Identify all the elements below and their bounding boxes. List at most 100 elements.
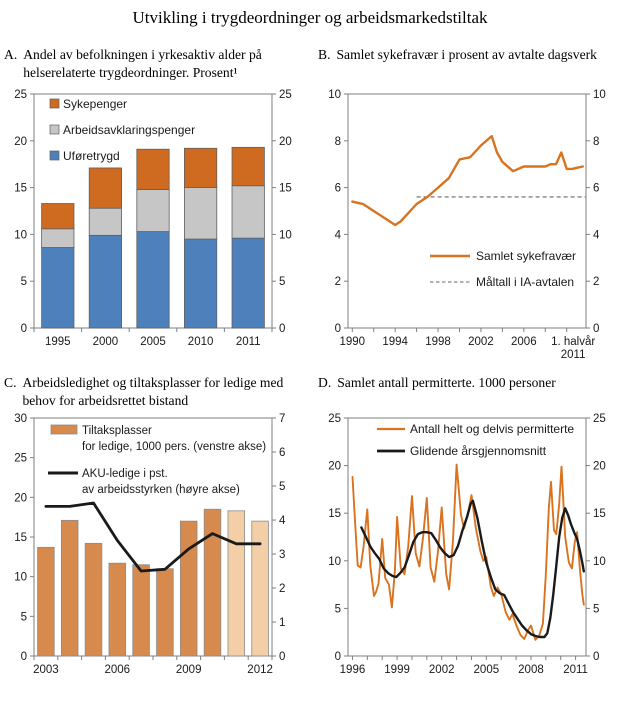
svg-text:2002: 2002: [468, 336, 494, 348]
svg-text:10: 10: [279, 229, 292, 241]
svg-text:2008: 2008: [518, 664, 544, 676]
svg-text:7: 7: [279, 413, 285, 425]
svg-text:10: 10: [593, 89, 606, 101]
panel-b-title-text: Samlet sykefravær i prosent av avtalte d…: [336, 47, 597, 62]
svg-text:20: 20: [14, 136, 27, 148]
svg-text:25: 25: [14, 89, 27, 101]
svg-text:4: 4: [335, 229, 342, 241]
svg-text:0: 0: [21, 651, 27, 663]
svg-text:Uføretrygd: Uføretrygd: [63, 149, 120, 163]
svg-text:0: 0: [21, 323, 27, 335]
svg-text:Sykepenger: Sykepenger: [63, 97, 127, 111]
svg-text:1996: 1996: [340, 664, 366, 676]
svg-text:25: 25: [593, 413, 606, 425]
svg-text:10: 10: [328, 556, 341, 568]
svg-text:1: 1: [279, 617, 285, 629]
svg-text:5: 5: [21, 611, 27, 623]
legend: Sykepenger Arbeidsavklaringspenger Uføretr…: [49, 97, 195, 163]
panel-d-chart: 0 5 10 15 20 25 0 5 10 15 20 25 1996 1999 2002 2005 2008…: [328, 413, 606, 676]
svg-text:25: 25: [14, 453, 27, 465]
svg-text:for ledige, 1000 pers. (venstr: for ledige, 1000 pers. (venstre akse): [82, 441, 266, 453]
svg-text:5: 5: [279, 276, 285, 288]
svg-text:AKU-ledige i pst.: AKU-ledige i pst.: [82, 468, 168, 480]
panel-b: B. Samlet sykefravær i prosent av avtalt…: [318, 46, 618, 366]
svg-text:5: 5: [279, 481, 285, 493]
panel-d-title-text: Samlet antall permitterte. 1000 personer: [337, 375, 556, 390]
axes: 0 2 4 6 8 10 0 2 4 6 8 10: [328, 89, 606, 335]
line-series: [351, 463, 585, 641]
figure-main-title: Utvikling i trygdeordninger og arbeidsma…: [132, 8, 488, 27]
panel-c-chart: 0 5 10 15 20 25 30 0 1 2 3 4 5 6 7 2003 2006 2009 2012 Tilt…: [14, 413, 286, 676]
svg-text:Arbeidsavklaringspenger: Arbeidsavklaringspenger: [63, 123, 195, 137]
svg-text:6: 6: [279, 447, 285, 459]
panel-c: C. Arbeidsledighet og tiltaksplasser for…: [4, 374, 306, 680]
axes: 0 5 10 15 20 25 0 5 10 15 20 25: [328, 413, 606, 663]
svg-text:10: 10: [14, 572, 27, 584]
panel-b-title: B. Samlet sykefravær i prosent av avtalt…: [318, 46, 618, 88]
panel-c-title: C. Arbeidsledighet og tiltaksplasser for…: [4, 374, 306, 412]
x-axis: 1996 1999 2002 2005 2008 2011: [340, 656, 588, 676]
panel-a: A. Andel av befolkningen i yrkesaktiv al…: [4, 46, 306, 366]
svg-text:0: 0: [593, 323, 599, 335]
svg-text:Glidende årsgjennomsnitt: Glidende årsgjennomsnitt: [410, 444, 547, 458]
svg-text:4: 4: [279, 515, 286, 527]
svg-text:2010: 2010: [188, 336, 214, 348]
panel-c-label: C.: [4, 375, 17, 390]
panel-c-title-text: Arbeidsledighet og tiltaksplasser for le…: [22, 375, 284, 408]
svg-text:15: 15: [14, 183, 27, 195]
svg-text:20: 20: [14, 492, 27, 504]
svg-text:2012: 2012: [247, 664, 273, 676]
svg-text:2011: 2011: [563, 664, 588, 676]
svg-text:0: 0: [279, 323, 285, 335]
svg-text:8: 8: [593, 136, 599, 148]
svg-text:1. halvår: 1. halvår: [551, 336, 595, 348]
panel-b-label: B.: [318, 47, 331, 62]
svg-text:2005: 2005: [140, 336, 166, 348]
svg-text:1998: 1998: [425, 336, 451, 348]
panel-d-label: D.: [318, 375, 332, 390]
svg-text:15: 15: [593, 508, 606, 520]
svg-text:2011: 2011: [236, 336, 261, 348]
svg-text:4: 4: [593, 229, 600, 241]
svg-text:10: 10: [328, 89, 341, 101]
svg-text:Måltall i IA-avtalen: Måltall i IA-avtalen: [476, 275, 574, 289]
x-axis: 2003 2006 2009 2012: [33, 656, 273, 676]
svg-text:2006: 2006: [105, 664, 131, 676]
svg-text:Samlet sykefravær: Samlet sykefravær: [476, 249, 576, 263]
line-series: [351, 134, 584, 227]
svg-text:15: 15: [14, 532, 27, 544]
svg-text:2003: 2003: [33, 664, 59, 676]
panel-d: D. Samlet antall permitterte. 1000 perso…: [318, 374, 618, 680]
svg-text:2006: 2006: [511, 336, 537, 348]
svg-text:2009: 2009: [176, 664, 202, 676]
svg-text:0: 0: [593, 651, 599, 663]
panel-a-chart: 0 5 10 15 20 25 0 5 10 15 20 25 1995 2000 2005 2010 2011…: [14, 89, 292, 348]
svg-text:1995: 1995: [45, 336, 71, 348]
svg-text:5: 5: [335, 603, 341, 615]
svg-text:20: 20: [279, 136, 292, 148]
svg-text:2002: 2002: [429, 664, 455, 676]
svg-text:0: 0: [335, 323, 341, 335]
svg-text:1990: 1990: [339, 336, 365, 348]
svg-text:0: 0: [279, 651, 285, 663]
legend: Antall helt og delvis permitterte Glidend…: [377, 422, 574, 458]
svg-text:6: 6: [335, 183, 341, 195]
panel-a-title: A. Andel av befolkningen i yrkesaktiv al…: [4, 46, 306, 88]
svg-text:20: 20: [593, 461, 606, 473]
svg-text:2005: 2005: [474, 664, 500, 676]
svg-text:1994: 1994: [382, 336, 408, 348]
panel-b-chart: 0 2 4 6 8 10 0 2 4 6 8 10 1990 1994 1998 2002 2006 1. hal…: [328, 89, 606, 361]
svg-text:15: 15: [279, 183, 292, 195]
panel-a-title-text: Andel av befolkningen i yrkesaktiv alder…: [23, 47, 262, 80]
panel-a-label: A.: [4, 47, 18, 62]
svg-text:5: 5: [593, 603, 599, 615]
svg-text:20: 20: [328, 461, 341, 473]
svg-text:Tiltaksplasser: Tiltaksplasser: [82, 425, 152, 437]
svg-text:25: 25: [279, 89, 292, 101]
x-axis: 1995 2000 2005 2010 2011: [33, 328, 273, 348]
svg-text:2: 2: [593, 276, 599, 288]
legend: Tiltaksplasser for ledige, 1000 pers. (ve…: [48, 424, 266, 496]
svg-text:2: 2: [335, 276, 341, 288]
